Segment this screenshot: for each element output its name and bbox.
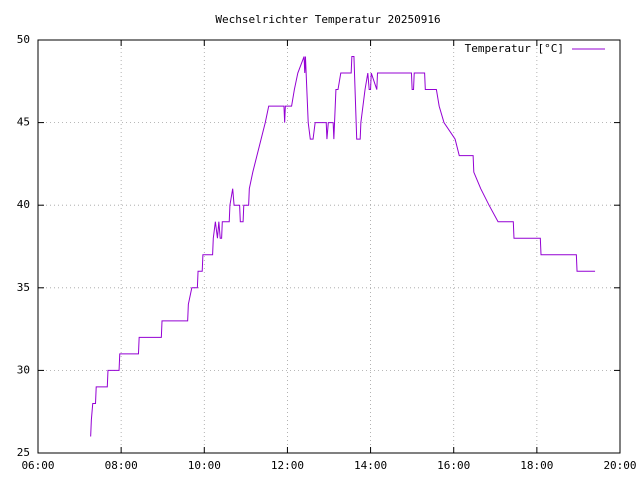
x-tick-label: 10:00 bbox=[188, 459, 221, 472]
plot-border bbox=[37, 39, 621, 454]
y-tick-label: 45 bbox=[17, 116, 30, 129]
x-tick-label: 18:00 bbox=[520, 459, 553, 472]
x-tick-label: 06:00 bbox=[21, 459, 54, 472]
legend-label: Temperatur [°C] bbox=[465, 42, 564, 55]
x-tick-label: 14:00 bbox=[354, 459, 387, 472]
y-tick-label: 30 bbox=[17, 363, 30, 376]
x-tick-label: 20:00 bbox=[603, 459, 636, 472]
chart-title: Wechselrichter Temperatur 20250916 bbox=[215, 13, 440, 26]
x-tick-label: 08:00 bbox=[105, 459, 138, 472]
x-tick-label: 12:00 bbox=[271, 459, 304, 472]
x-tick-label: 16:00 bbox=[437, 459, 470, 472]
y-tick-label: 25 bbox=[17, 446, 30, 459]
y-tick-label: 50 bbox=[17, 33, 30, 46]
data-line bbox=[90, 56, 596, 437]
y-tick-label: 35 bbox=[17, 281, 30, 294]
y-tick-label: 40 bbox=[17, 198, 30, 211]
